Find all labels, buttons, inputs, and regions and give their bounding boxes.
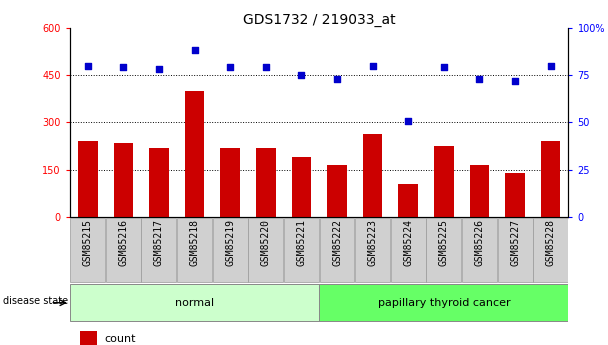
Bar xyxy=(541,141,561,217)
Point xyxy=(190,48,199,53)
FancyBboxPatch shape xyxy=(497,218,533,282)
Bar xyxy=(256,148,275,217)
Text: GSM85226: GSM85226 xyxy=(474,219,485,266)
Point xyxy=(261,65,271,70)
Point xyxy=(475,76,485,81)
FancyBboxPatch shape xyxy=(248,218,283,282)
Bar xyxy=(505,173,525,217)
Point xyxy=(403,118,413,123)
Point xyxy=(297,72,306,78)
Bar xyxy=(80,331,97,345)
FancyBboxPatch shape xyxy=(284,218,319,282)
Text: GSM85227: GSM85227 xyxy=(510,219,520,266)
Point xyxy=(510,78,520,83)
Text: normal: normal xyxy=(175,298,214,308)
FancyBboxPatch shape xyxy=(106,218,141,282)
FancyBboxPatch shape xyxy=(142,218,176,282)
Text: GSM85225: GSM85225 xyxy=(439,219,449,266)
Text: GSM85217: GSM85217 xyxy=(154,219,164,266)
Text: GSM85223: GSM85223 xyxy=(368,219,378,266)
FancyBboxPatch shape xyxy=(70,285,319,321)
FancyBboxPatch shape xyxy=(71,218,105,282)
Text: GSM85219: GSM85219 xyxy=(225,219,235,266)
Point xyxy=(332,76,342,81)
FancyBboxPatch shape xyxy=(355,218,390,282)
Point xyxy=(546,63,556,68)
Point xyxy=(368,63,378,68)
Text: GSM85221: GSM85221 xyxy=(296,219,306,266)
FancyBboxPatch shape xyxy=(426,218,461,282)
Text: disease state: disease state xyxy=(4,296,69,306)
FancyBboxPatch shape xyxy=(533,218,568,282)
Text: GSM85222: GSM85222 xyxy=(332,219,342,266)
Bar xyxy=(469,165,489,217)
FancyBboxPatch shape xyxy=(320,218,354,282)
Text: GSM85224: GSM85224 xyxy=(403,219,413,266)
Point xyxy=(154,67,164,72)
Bar xyxy=(185,91,204,217)
Bar xyxy=(114,143,133,217)
FancyBboxPatch shape xyxy=(391,218,426,282)
Bar xyxy=(292,157,311,217)
Bar xyxy=(398,184,418,217)
Bar xyxy=(327,165,347,217)
FancyBboxPatch shape xyxy=(319,285,568,321)
Point xyxy=(226,65,235,70)
Point xyxy=(83,63,92,68)
Bar xyxy=(220,148,240,217)
Text: count: count xyxy=(105,335,136,344)
Text: GSM85216: GSM85216 xyxy=(119,219,128,266)
Text: GSM85215: GSM85215 xyxy=(83,219,93,266)
Bar xyxy=(149,148,169,217)
Point xyxy=(439,65,449,70)
FancyBboxPatch shape xyxy=(462,218,497,282)
Text: GSM85228: GSM85228 xyxy=(545,219,556,266)
Point xyxy=(119,65,128,70)
Text: GSM85220: GSM85220 xyxy=(261,219,271,266)
Text: GSM85218: GSM85218 xyxy=(190,219,199,266)
Bar xyxy=(363,134,382,217)
Text: papillary thyroid cancer: papillary thyroid cancer xyxy=(378,298,510,308)
Bar xyxy=(78,141,97,217)
FancyBboxPatch shape xyxy=(177,218,212,282)
Bar xyxy=(434,146,454,217)
Title: GDS1732 / 219033_at: GDS1732 / 219033_at xyxy=(243,12,396,27)
FancyBboxPatch shape xyxy=(213,218,247,282)
